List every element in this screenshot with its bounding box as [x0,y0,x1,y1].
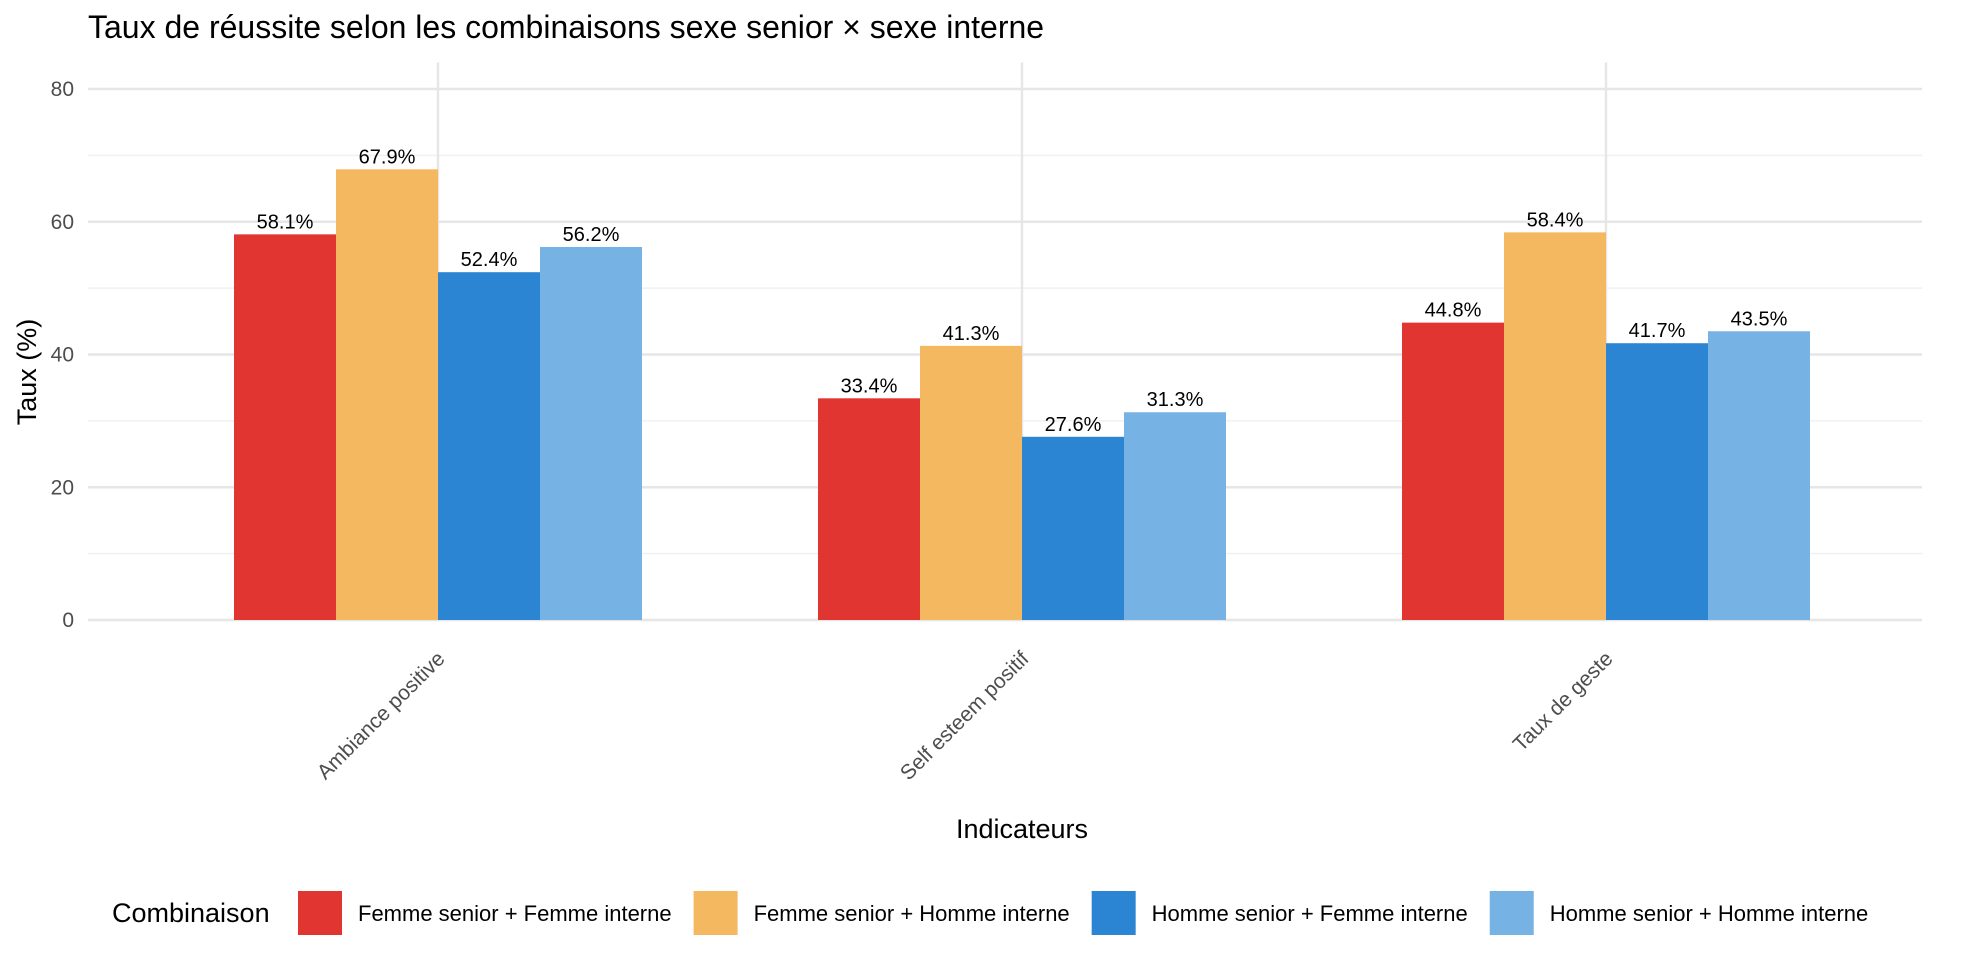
y-tick-label: 60 [51,211,74,234]
bar-value-label: 67.9% [359,146,416,168]
bar-value-label: 58.1% [257,211,314,233]
legend-key [1489,891,1534,935]
bar-value-label: 56.2% [563,224,620,246]
bar-value-label: 41.3% [943,323,1000,345]
bar-value-label: 44.8% [1425,300,1482,322]
y-tick-label: 0 [62,609,74,632]
bar [1124,412,1226,620]
y-tick-label: 80 [51,78,74,101]
y-axis-ticks: 0 20 40 60 80 [51,78,74,632]
y-tick-label: 40 [51,344,74,367]
bar [1402,322,1504,620]
legend-label: Femme senior + Femme interne [358,901,672,926]
legend-label: Homme senior + Homme interne [1550,901,1869,926]
legend-key [693,891,738,935]
bar [920,345,1022,620]
bar-value-labels: 58.1% 67.9% 52.4% 56.2% 33.4% 41.3% 27.6% 31.3%… [257,146,1788,435]
bar-value-label: 43.5% [1731,308,1788,330]
legend-key [1091,891,1136,935]
x-tick-label: Self esteem positif [896,647,1034,785]
bar-value-label: 58.4% [1527,209,1584,231]
legend-items: Femme senior + Femme interne Femme senior… [298,891,1868,935]
bar [1708,331,1810,620]
bar [1606,343,1708,620]
chart-title: Taux de réussite selon les combinaisons … [88,9,1044,45]
bar-value-label: 52.4% [461,249,518,271]
bar [438,272,540,620]
legend-label: Femme senior + Homme interne [754,901,1070,926]
legend-label: Homme senior + Femme interne [1152,901,1468,926]
bar [540,246,642,620]
x-tick-label: Ambiance positive [313,647,450,784]
y-tick-label: 20 [51,476,74,499]
bar [818,398,920,620]
bar [1504,232,1606,620]
bar [336,169,438,620]
bar-value-label: 31.3% [1147,389,1204,411]
x-axis-title: Indicateurs [956,814,1088,844]
bar-value-label: 27.6% [1045,414,1102,436]
bars [234,169,1810,620]
bar-value-label: 33.4% [841,375,898,397]
x-tick-label: Taux de geste [1509,647,1618,756]
y-axis-title: Taux (%) [12,319,42,426]
x-axis-ticks: Ambiance positive Self esteem positif Taux… [313,647,1618,785]
legend: Combinaison Femme senior + Femme interne… [112,891,1868,935]
legend-key [298,891,342,935]
bar-value-label: 41.7% [1629,320,1686,342]
legend-title: Combinaison [112,898,270,928]
bar [234,234,336,620]
bar [1022,436,1124,620]
